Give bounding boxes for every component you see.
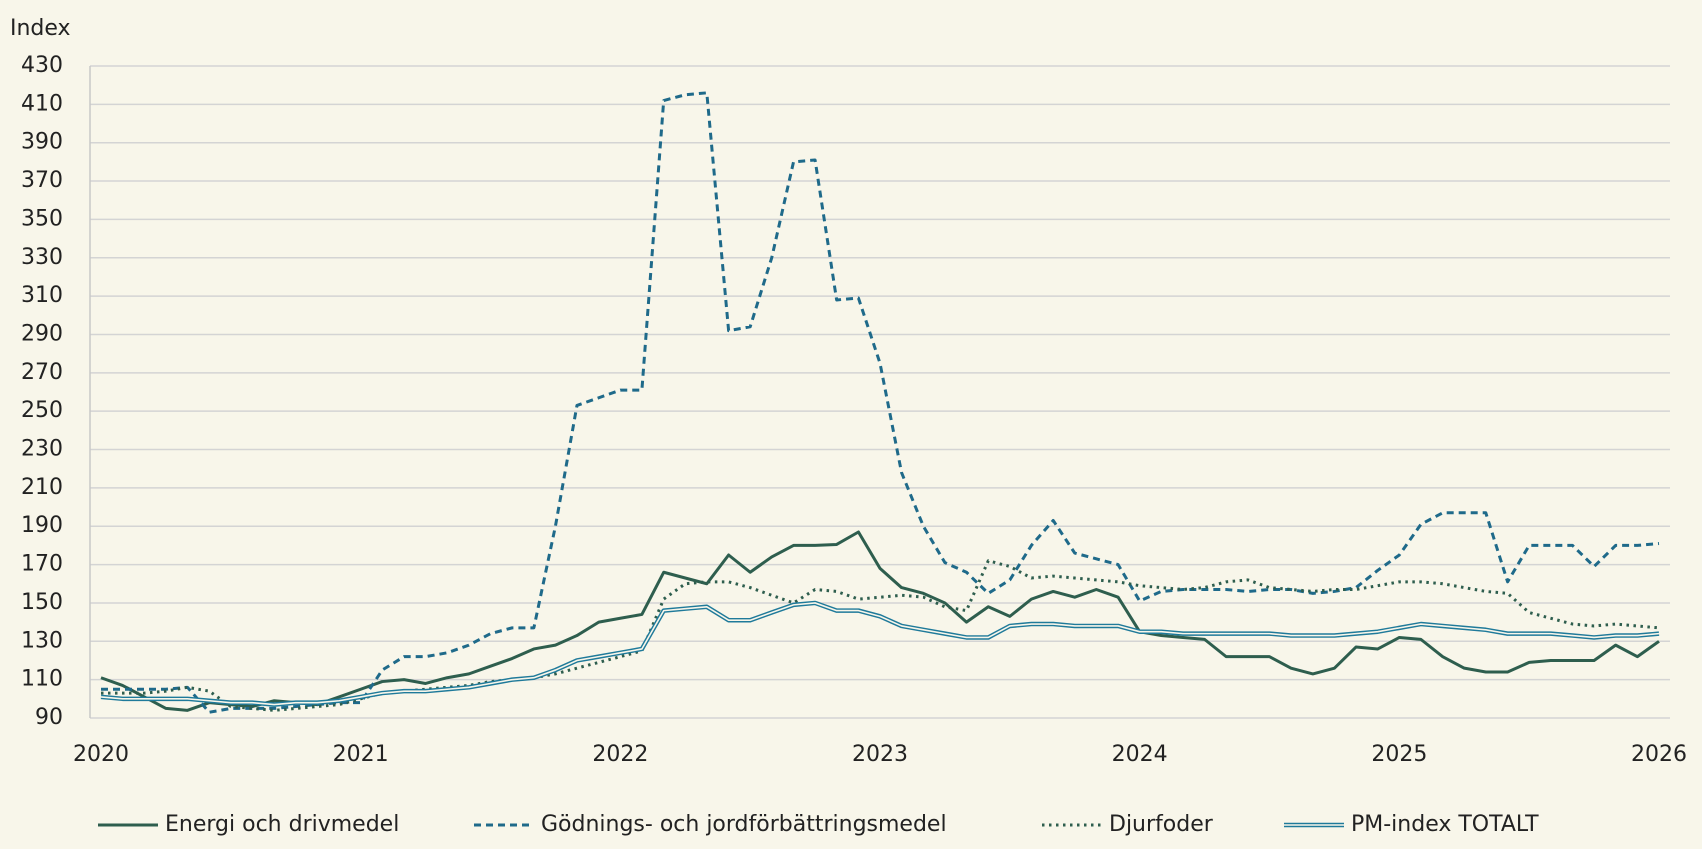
y-axis-label: Index: [10, 16, 71, 41]
y-tick-label: 90: [35, 705, 63, 730]
y-tick-label: 370: [21, 168, 63, 193]
series-line-inner: [100, 602, 1660, 706]
y-tick-label: 170: [21, 552, 63, 577]
y-tick-label: 210: [21, 475, 63, 500]
y-tick-label: 330: [21, 245, 63, 270]
y-tick-label: 130: [21, 628, 63, 653]
legend-label: Gödnings- och jordförbättringsmedel: [541, 812, 947, 837]
x-tick-label: 2025: [1371, 742, 1427, 767]
x-tick-label: 2026: [1631, 742, 1687, 767]
x-tick-label: 2024: [1112, 742, 1168, 767]
y-tick-label: 230: [21, 437, 63, 462]
series-line: [101, 91, 1660, 714]
x-tick-label: 2023: [852, 742, 908, 767]
y-tick-label: 410: [21, 91, 63, 116]
y-tick-label: 290: [21, 321, 63, 346]
y-tick-label: 350: [21, 206, 63, 231]
series-line: [100, 530, 1660, 712]
y-tick-label: 430: [21, 53, 63, 78]
y-tick-label: 190: [21, 513, 63, 538]
x-tick-label: 2022: [592, 742, 648, 767]
legend-label: Djurfoder: [1109, 812, 1214, 837]
legend-label: PM-index TOTALT: [1351, 812, 1539, 837]
y-tick-label: 250: [21, 398, 63, 423]
y-tick-label: 310: [21, 283, 63, 308]
y-tick-label: 270: [21, 360, 63, 385]
y-tick-label: 390: [21, 130, 63, 155]
legend-label: Energi och drivmedel: [165, 812, 399, 837]
y-tick-label: 110: [21, 667, 63, 692]
y-tick-label: 150: [21, 590, 63, 615]
x-tick-label: 2021: [333, 742, 389, 767]
x-tick-label: 2020: [73, 742, 129, 767]
